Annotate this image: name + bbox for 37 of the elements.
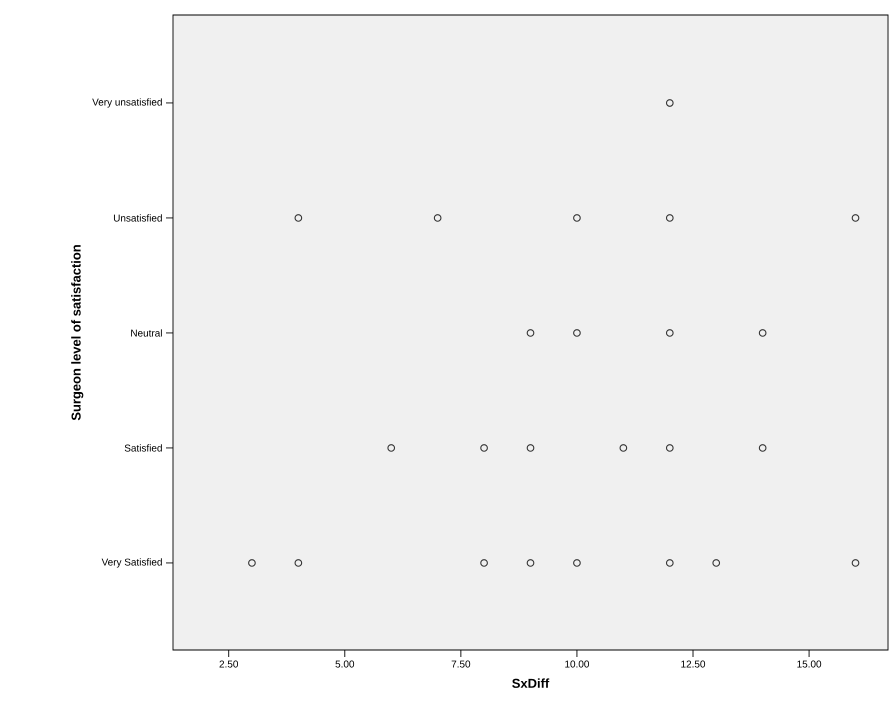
- point: [480, 559, 488, 567]
- x-tick-label: 5.00: [336, 660, 354, 668]
- point: [852, 559, 860, 567]
- point: [573, 329, 581, 337]
- point: [712, 559, 720, 567]
- point: [387, 444, 396, 452]
- point: [573, 214, 581, 222]
- x-tick-label: 7.50: [452, 660, 470, 668]
- point: [758, 444, 766, 452]
- y-tick-label: Neutral: [131, 329, 162, 337]
- point: [666, 444, 674, 452]
- point: [248, 559, 256, 567]
- point: [294, 559, 302, 567]
- y-tick-label: Very Satisfied: [102, 558, 162, 568]
- point: [526, 444, 534, 452]
- point: [666, 329, 674, 337]
- point: [526, 329, 534, 337]
- point: [620, 444, 628, 452]
- x-tick-label: 2.50: [220, 660, 238, 668]
- y-tick-label: Unsatisfied: [114, 214, 162, 222]
- point: [294, 214, 302, 222]
- y-tick-label: Satisfied: [124, 444, 162, 452]
- point: [666, 99, 674, 107]
- point: [852, 214, 860, 222]
- x-tick-label: 12.50: [681, 660, 706, 668]
- x-tick-label: 15.00: [797, 660, 822, 668]
- point: [480, 444, 488, 452]
- point: [573, 559, 581, 567]
- point: [758, 329, 766, 337]
- point: [434, 214, 442, 222]
- point: [666, 214, 674, 222]
- point: [666, 559, 674, 567]
- y-tick-label: Very unsatisfied: [92, 98, 162, 108]
- x-tick-label: 10.00: [565, 660, 590, 668]
- point: [526, 559, 534, 567]
- x-axis-title: SxDiff: [512, 678, 550, 688]
- y-axis-title: Surgeon level of satisfaction: [71, 245, 84, 420]
